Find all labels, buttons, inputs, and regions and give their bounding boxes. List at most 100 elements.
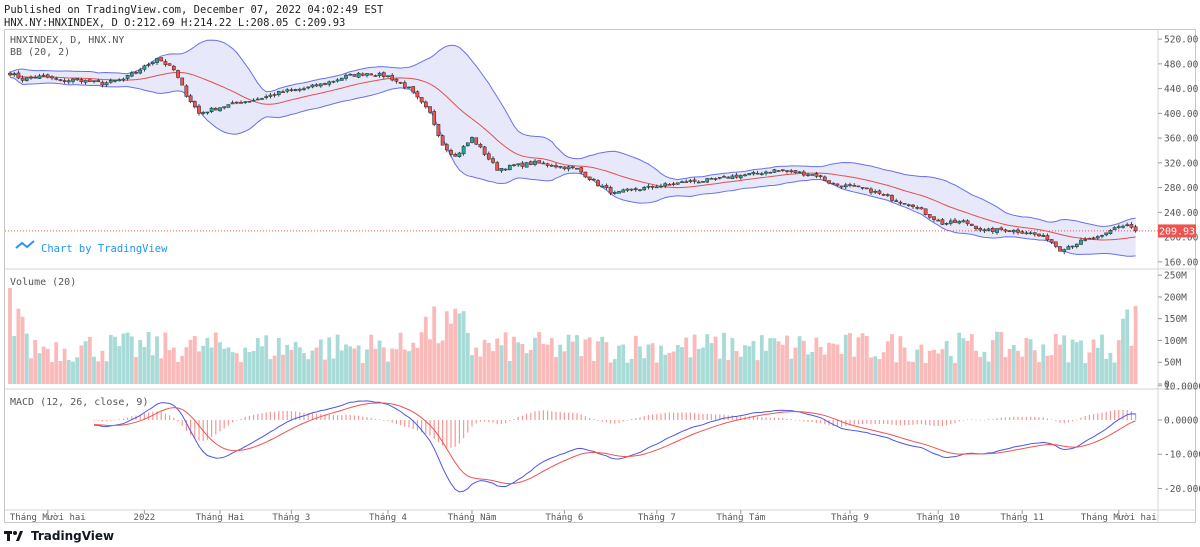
volume-bar	[642, 358, 647, 384]
volume-bar	[1087, 352, 1092, 384]
macd-histogram-bar	[215, 420, 217, 435]
macd-histogram-bar	[311, 413, 313, 420]
price-pane[interactable]	[5, 39, 1158, 257]
volume-bar	[45, 348, 50, 384]
volume-bar	[906, 361, 911, 384]
volume-bar	[978, 356, 983, 384]
candle	[675, 182, 680, 185]
macd-histogram-bar	[1118, 409, 1120, 420]
candle	[831, 182, 836, 185]
macd-histogram-bar	[248, 415, 250, 420]
macd-histogram-bar	[148, 412, 150, 420]
candle	[932, 216, 936, 222]
macd-pane[interactable]	[93, 400, 1137, 493]
volume-bar	[965, 340, 970, 384]
tradingview-watermark[interactable]: Chart by TradingView	[15, 240, 168, 255]
time-tick-label: Tháng 4	[369, 513, 407, 523]
volume-bar	[516, 342, 521, 384]
candle	[75, 78, 80, 81]
macd-histogram-bar	[883, 420, 885, 425]
candle	[743, 173, 747, 177]
macd-histogram-bar	[866, 420, 868, 424]
macd-histogram-bar	[752, 416, 754, 420]
macd-histogram-bar	[689, 412, 691, 420]
volume-bar	[533, 337, 537, 384]
volume-bar	[436, 343, 441, 384]
candle	[486, 151, 491, 161]
macd-histogram-bar	[1025, 416, 1027, 420]
macd-histogram-bar	[677, 412, 679, 420]
candle	[839, 185, 844, 189]
price-tick-label: 480.00	[1164, 59, 1199, 70]
macd-histogram-bar	[614, 420, 616, 424]
volume-bar	[801, 340, 806, 384]
candle	[419, 97, 424, 104]
volume-bar	[528, 349, 533, 384]
macd-histogram-bar	[1030, 416, 1032, 420]
volume-bar	[24, 333, 29, 384]
volume-bar	[79, 345, 84, 384]
macd-histogram-bar	[912, 420, 914, 425]
volume-bar	[465, 332, 470, 384]
candle	[16, 70, 21, 80]
volume-bar	[667, 352, 672, 384]
candle	[1024, 230, 1029, 235]
macd-histogram-bar	[618, 420, 620, 423]
price-tick-label: 520.00	[1164, 35, 1199, 46]
volume-bar	[768, 338, 773, 384]
candle	[512, 163, 516, 167]
candle	[218, 107, 222, 112]
volume-bar	[839, 353, 844, 384]
candle	[860, 187, 865, 190]
volume-bar	[92, 356, 96, 384]
candle	[318, 83, 323, 88]
volume-bar	[419, 332, 424, 384]
candle	[209, 107, 214, 114]
volume-pane[interactable]	[8, 288, 1138, 384]
candle	[587, 176, 592, 182]
macd-histogram-bar	[925, 420, 927, 425]
volume-bar	[785, 335, 789, 384]
symbol-legend[interactable]: HNXINDEX, D, HNX.NY	[10, 35, 124, 46]
macd-histogram-bar	[971, 419, 973, 421]
volume-bar	[1032, 350, 1037, 384]
volume-bar	[894, 362, 899, 384]
bb-legend[interactable]: BB (20, 2)	[10, 47, 70, 58]
macd-histogram-bar	[1105, 411, 1107, 420]
macd-histogram-bar	[1051, 419, 1053, 421]
macd-histogram-bar	[908, 420, 910, 425]
price-tick-label: 240.00	[1164, 208, 1199, 219]
macd-histogram-bar	[941, 420, 943, 427]
candle	[604, 183, 609, 190]
macd-histogram-bar	[715, 414, 717, 420]
volume-bar	[281, 354, 285, 384]
candle	[62, 78, 67, 84]
candle	[394, 78, 399, 84]
candle	[1020, 229, 1025, 235]
volume-bar	[66, 359, 71, 384]
macd-histogram-bar	[257, 413, 259, 420]
volume-bar	[860, 333, 865, 384]
volume-bar	[192, 336, 197, 384]
macd-legend[interactable]: MACD (12, 26, close, 9)	[10, 397, 148, 408]
macd-histogram-bar	[857, 420, 859, 425]
candle	[642, 185, 647, 191]
macd-histogram-bar	[496, 420, 498, 425]
candle	[873, 189, 878, 195]
macd-histogram-bar	[400, 420, 402, 426]
volume-bar	[885, 341, 890, 384]
volume-bar	[986, 361, 991, 384]
volume-legend[interactable]: Volume (20)	[10, 277, 76, 288]
candle	[990, 226, 995, 235]
macd-histogram-bar	[740, 416, 742, 420]
candle	[684, 179, 689, 183]
volume-bar	[877, 359, 882, 384]
candle	[335, 78, 340, 83]
macd-histogram-bar	[194, 420, 196, 439]
candle	[545, 162, 550, 168]
volume-bar	[743, 345, 747, 384]
volume-bar	[1041, 344, 1046, 384]
volume-bar	[969, 334, 974, 384]
volume-bar	[1108, 352, 1113, 384]
